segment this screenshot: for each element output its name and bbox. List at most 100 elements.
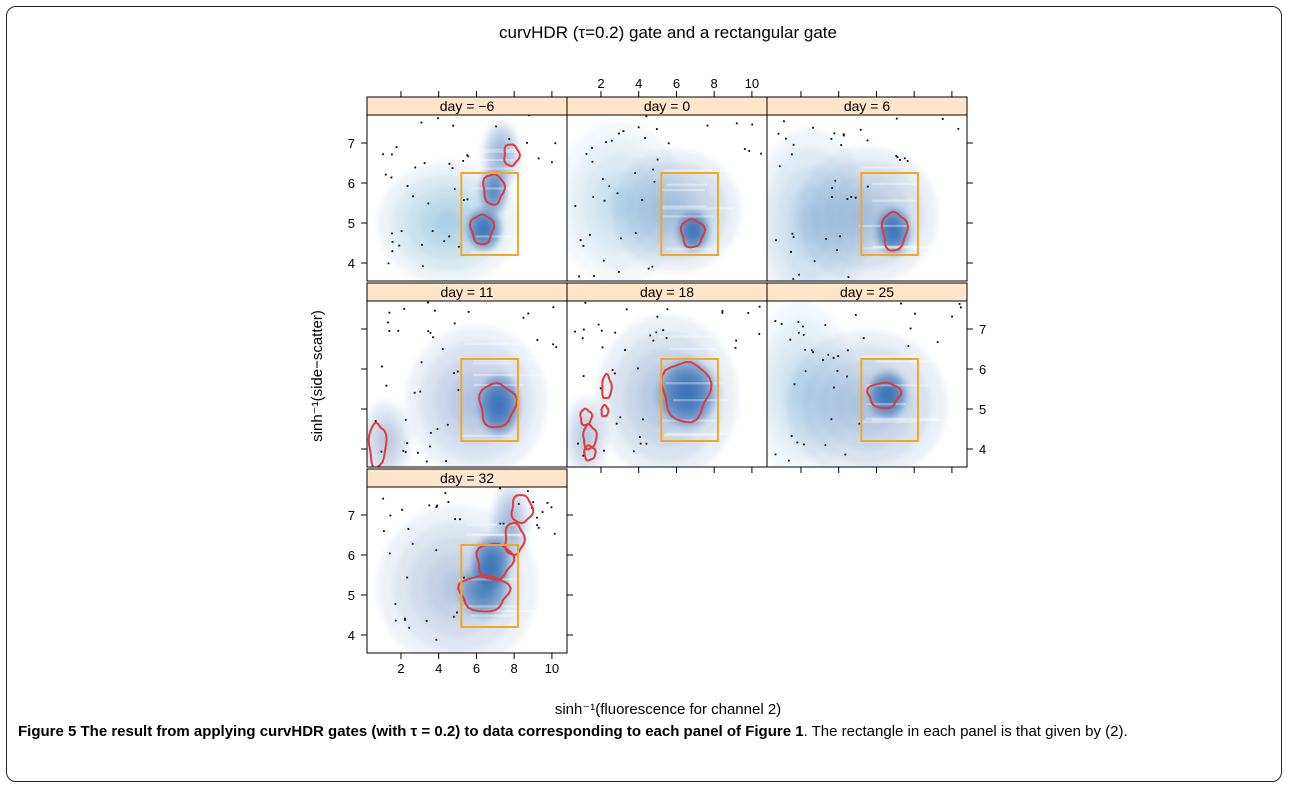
x-tick-label: 4 bbox=[635, 76, 642, 91]
outlier-point bbox=[380, 450, 383, 453]
outlier-point bbox=[406, 576, 409, 579]
outlier-point bbox=[638, 436, 641, 438]
outlier-point bbox=[941, 118, 944, 120]
outlier-point bbox=[906, 160, 909, 162]
outlier-point bbox=[706, 124, 709, 127]
outlier-point bbox=[790, 250, 792, 253]
outlier-point bbox=[411, 542, 414, 545]
density-band bbox=[473, 383, 523, 387]
y-tick-label: 7 bbox=[348, 508, 355, 523]
outlier-point bbox=[592, 196, 595, 198]
outlier-point bbox=[836, 249, 838, 252]
y-tick-label: 5 bbox=[348, 216, 355, 231]
outlier-point bbox=[453, 372, 455, 374]
curvhdr-gate bbox=[660, 360, 713, 424]
outlier-point bbox=[404, 618, 406, 621]
outlier-point bbox=[797, 321, 800, 323]
density-band bbox=[660, 188, 705, 192]
panel-plot-area bbox=[377, 115, 557, 281]
outlier-point bbox=[847, 276, 850, 278]
density-band bbox=[875, 360, 934, 363]
outlier-point bbox=[758, 305, 761, 308]
x-tick-label: 6 bbox=[473, 661, 480, 676]
y-tick-label: 4 bbox=[348, 256, 355, 271]
panels-layer: day = −6 day = 0 day = 6 day = 11 day = 18 da… bbox=[366, 96, 968, 654]
outlier-point bbox=[665, 337, 668, 339]
outlier-point bbox=[508, 138, 511, 140]
density-band bbox=[662, 419, 717, 422]
outlier-point bbox=[790, 435, 793, 437]
outlier-point bbox=[382, 497, 385, 500]
outlier-point bbox=[645, 442, 648, 445]
outlier-point bbox=[425, 619, 428, 622]
outlier-point bbox=[608, 185, 611, 188]
curvhdr-gate bbox=[510, 494, 535, 525]
outlier-point bbox=[462, 159, 465, 162]
x-tick-label: 8 bbox=[711, 76, 718, 91]
outlier-point bbox=[825, 238, 827, 240]
panel-4: day = 18 bbox=[566, 282, 768, 468]
outlier-point bbox=[517, 503, 520, 505]
y-axis-label: sinh⁻¹(side−scatter) bbox=[309, 310, 326, 442]
outlier-point bbox=[605, 141, 607, 143]
outlier-point bbox=[810, 349, 813, 352]
density-band bbox=[872, 182, 917, 185]
outlier-point bbox=[656, 158, 659, 161]
outlier-point bbox=[552, 343, 555, 346]
outlier-point bbox=[400, 230, 403, 232]
outlier-point bbox=[824, 324, 827, 326]
outlier-point bbox=[854, 313, 857, 316]
outlier-point bbox=[536, 524, 539, 527]
density-band bbox=[473, 148, 528, 151]
density-band bbox=[476, 235, 543, 238]
density-band bbox=[858, 420, 922, 423]
outlier-point bbox=[602, 259, 605, 262]
outlier-point bbox=[830, 418, 833, 421]
panel-plot-area bbox=[767, 301, 962, 467]
outlier-point bbox=[619, 416, 622, 419]
outlier-point bbox=[448, 162, 451, 165]
outlier-point bbox=[896, 156, 899, 159]
outlier-point bbox=[653, 180, 656, 183]
density-band bbox=[470, 250, 540, 254]
x-tick-label: 2 bbox=[597, 76, 604, 91]
density-band bbox=[662, 215, 714, 218]
outlier-point bbox=[551, 161, 553, 164]
outlier-point bbox=[435, 638, 438, 641]
y-tick-label: 6 bbox=[348, 176, 355, 191]
density-band bbox=[860, 355, 916, 358]
outlier-point bbox=[859, 128, 862, 131]
density-band bbox=[463, 605, 524, 608]
outlier-point bbox=[801, 325, 804, 328]
curvhdr-gate bbox=[579, 407, 594, 427]
outlier-point bbox=[842, 134, 845, 137]
outlier-point bbox=[639, 442, 642, 445]
outlier-point bbox=[895, 154, 898, 157]
outlier-point bbox=[397, 329, 400, 332]
density-band bbox=[471, 158, 513, 162]
x-axis-label: sinh⁻¹(fluorescence for channel 2) bbox=[555, 701, 781, 718]
outlier-point bbox=[758, 333, 761, 335]
outlier-point bbox=[447, 501, 450, 503]
outlier-point bbox=[652, 339, 655, 342]
outlier-point bbox=[457, 389, 460, 391]
density-blob bbox=[494, 398, 504, 412]
outlier-point bbox=[783, 120, 785, 123]
outlier-point bbox=[827, 353, 830, 356]
outlier-point bbox=[403, 307, 406, 310]
curvhdr-gate bbox=[456, 574, 512, 613]
outlier-point bbox=[649, 334, 652, 337]
outlier-point bbox=[960, 306, 962, 309]
y-tick-label: 4 bbox=[979, 442, 986, 457]
density-band bbox=[865, 384, 929, 387]
outlier-point bbox=[734, 346, 737, 349]
outlier-point bbox=[532, 501, 535, 504]
outlier-point bbox=[747, 312, 750, 314]
outlier-point bbox=[419, 390, 422, 393]
outlier-point bbox=[429, 445, 431, 448]
outlier-point bbox=[784, 137, 787, 140]
curvhdr-gate bbox=[482, 173, 506, 206]
outlier-point bbox=[647, 267, 650, 270]
outlier-point bbox=[622, 130, 625, 133]
outlier-point bbox=[615, 422, 618, 425]
